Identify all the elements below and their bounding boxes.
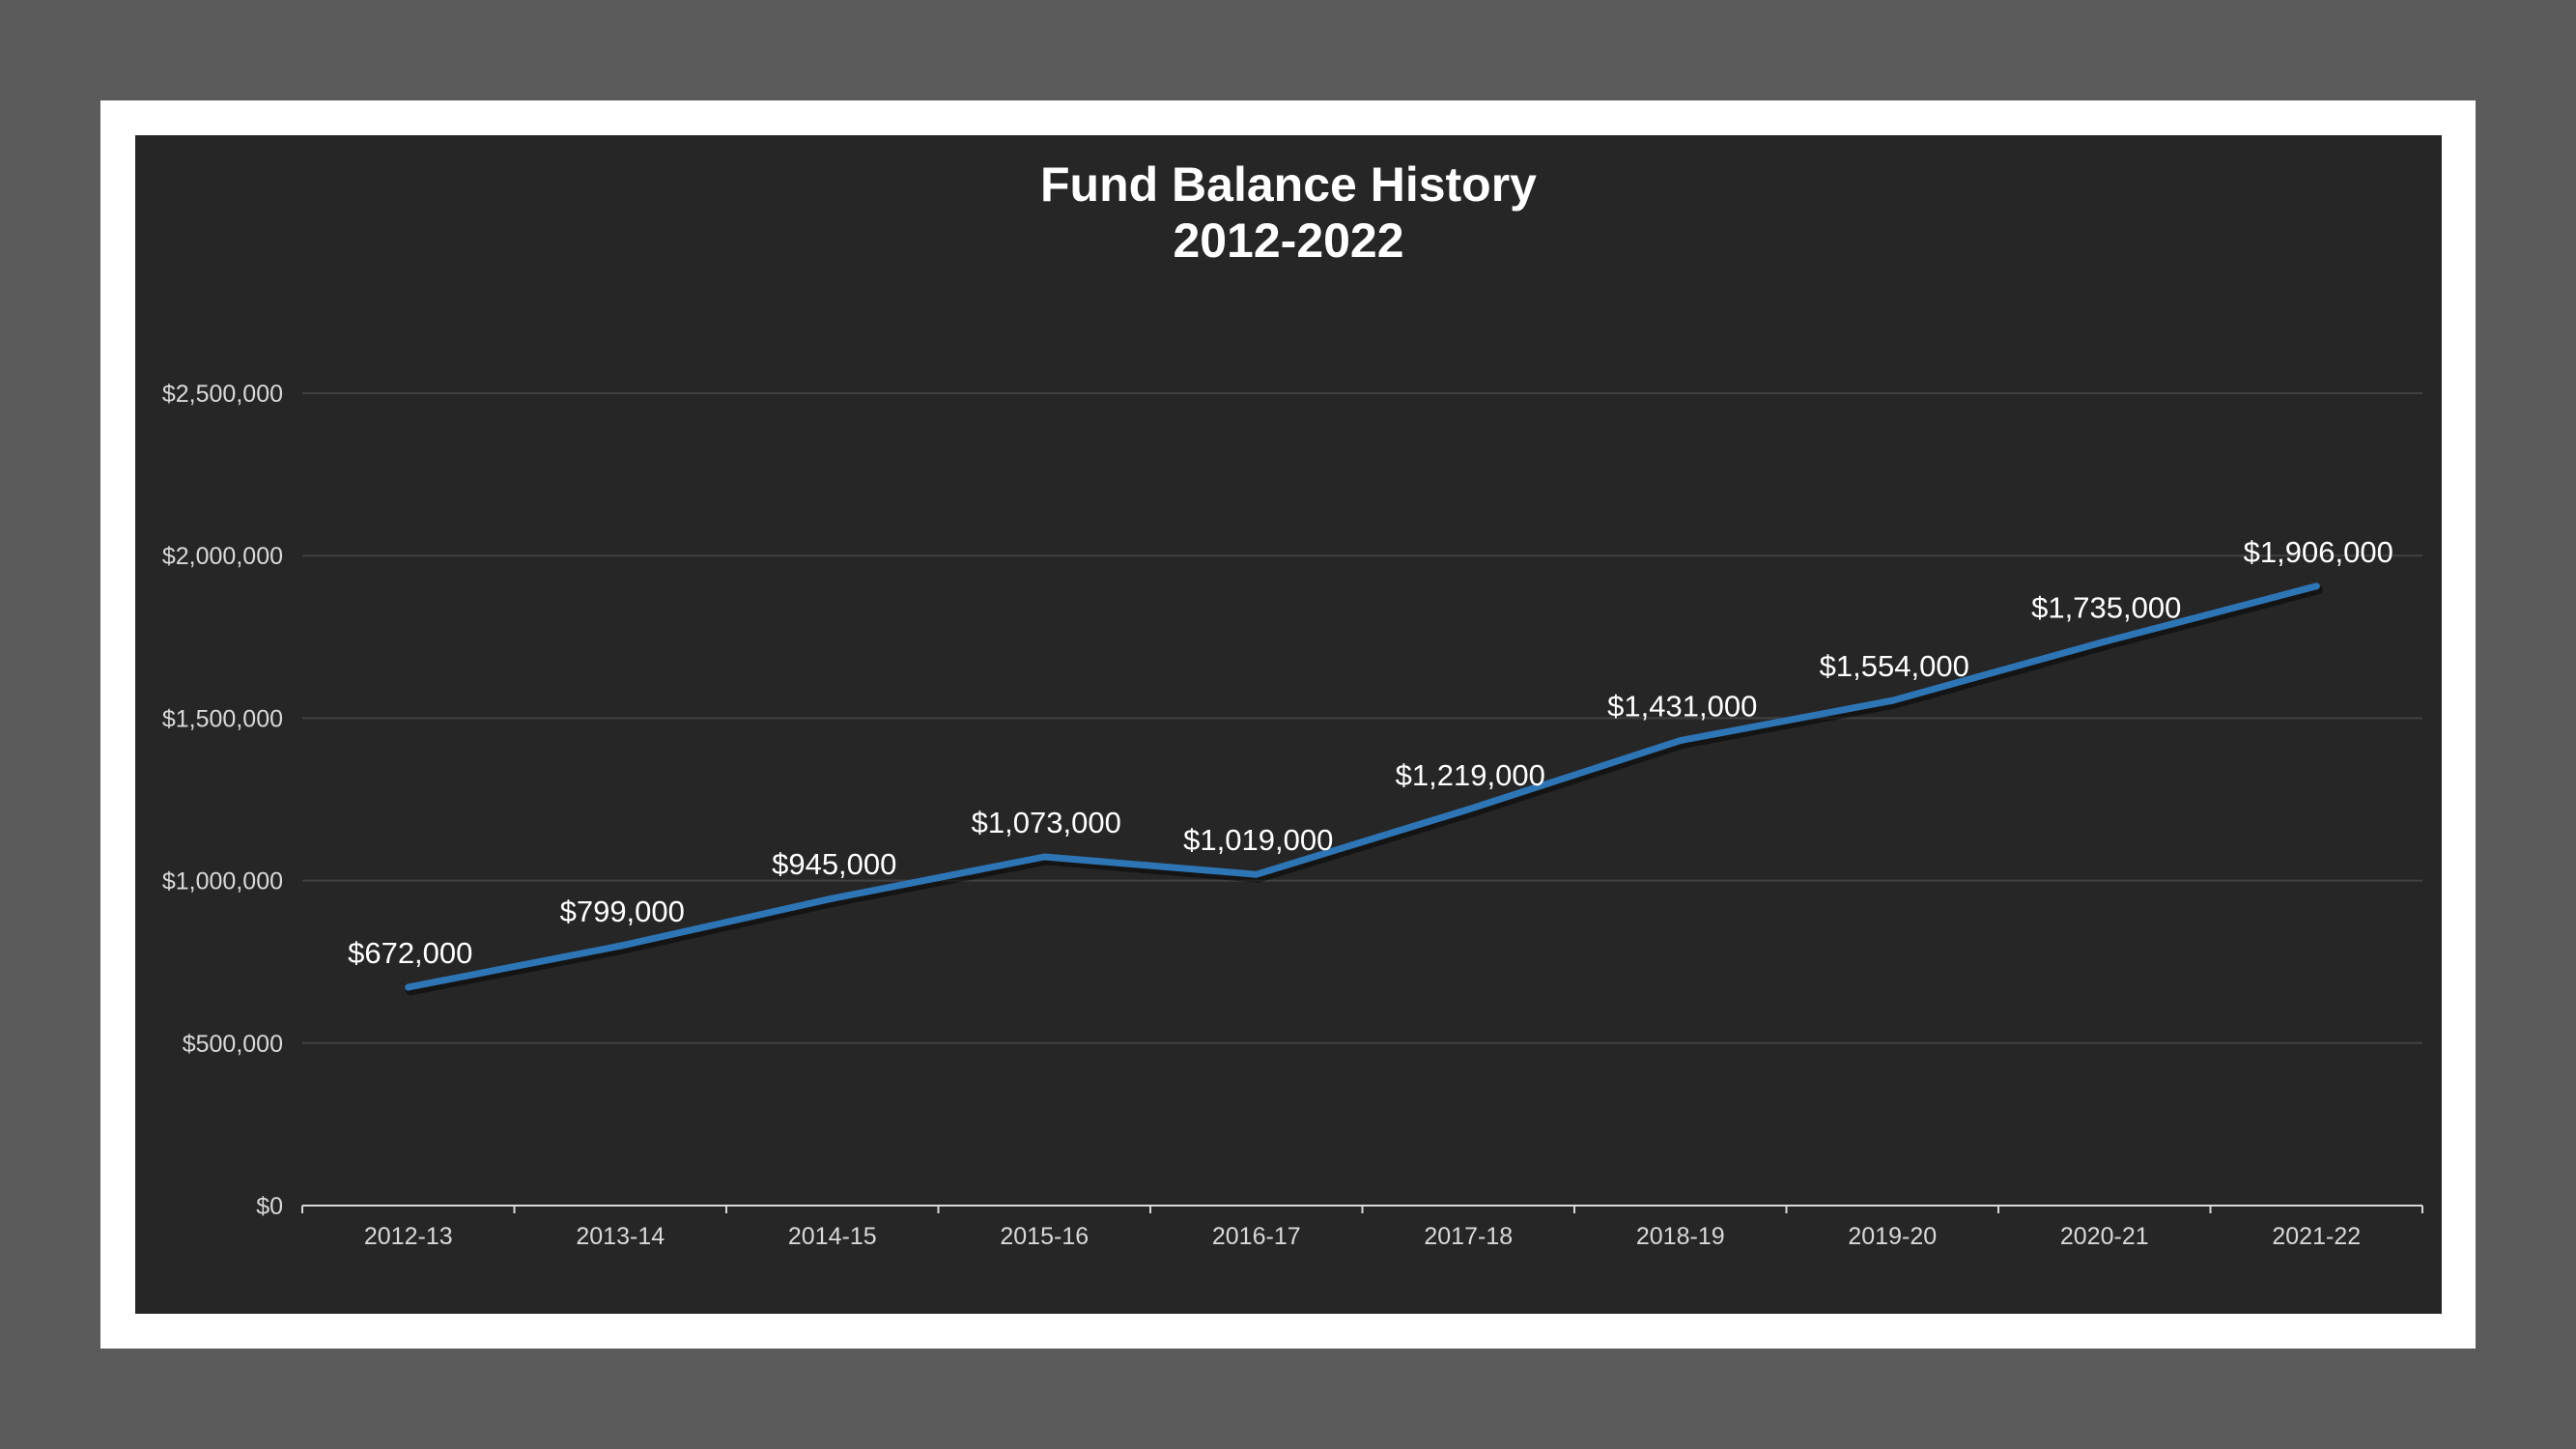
x-tick-label: 2019-20 xyxy=(1848,1223,1937,1250)
y-tick-label: $0 xyxy=(256,1193,283,1220)
data-labels: $672,000 $799,000 $945,000 $1,073,000 $1,019… xyxy=(348,535,2393,970)
x-tick-label: 2015-16 xyxy=(1000,1223,1089,1250)
data-label: $1,431,000 xyxy=(1607,690,1757,724)
gridlines xyxy=(302,392,2422,1044)
chart-panel: $0 $500,000 $1,000,000 $1,500,000 $2,000,000… xyxy=(135,135,2442,1314)
data-label: $1,554,000 xyxy=(1820,649,1969,683)
data-point xyxy=(829,895,836,902)
x-tick-label: 2018-19 xyxy=(1636,1223,1725,1250)
series-lines xyxy=(405,582,2323,996)
data-label: $1,019,000 xyxy=(1183,823,1333,857)
line-chart: $0 $500,000 $1,000,000 $1,500,000 $2,000,000… xyxy=(162,381,2423,1250)
data-point xyxy=(1464,806,1472,813)
data-label: $1,219,000 xyxy=(1396,758,1545,792)
y-tick-label: $500,000 xyxy=(183,1031,283,1058)
data-point xyxy=(405,983,412,991)
chart-title: Fund Balance History 2012-2022 xyxy=(135,156,2442,269)
x-axis xyxy=(301,1205,2423,1213)
x-tick-label: 2020-21 xyxy=(2060,1223,2149,1250)
data-point xyxy=(1040,853,1048,861)
data-point xyxy=(1888,696,1896,704)
data-label: $1,735,000 xyxy=(2031,590,2181,624)
data-label: $1,906,000 xyxy=(2244,535,2393,569)
y-tick-label: $2,000,000 xyxy=(162,543,283,570)
x-tick-label: 2013-14 xyxy=(576,1223,665,1250)
data-label: $799,000 xyxy=(560,895,685,928)
data-label: $945,000 xyxy=(772,847,896,881)
x-tick-label: 2012-13 xyxy=(364,1223,453,1250)
chart-title-line-1: Fund Balance History xyxy=(1040,157,1537,212)
data-point xyxy=(2101,638,2109,645)
x-tick-label: 2017-18 xyxy=(1424,1223,1513,1250)
data-point xyxy=(1253,870,1260,878)
chart-title-line-2: 2012-2022 xyxy=(1173,213,1404,268)
y-tick-label: $1,500,000 xyxy=(162,705,283,732)
data-point xyxy=(2312,582,2320,590)
y-tick-label: $1,000,000 xyxy=(162,868,283,895)
data-point xyxy=(616,942,624,950)
x-tick-label: 2021-22 xyxy=(2272,1223,2361,1250)
x-tick-label: 2014-15 xyxy=(788,1223,877,1250)
y-tick-label: $2,500,000 xyxy=(162,381,283,408)
data-label: $1,073,000 xyxy=(972,806,1121,839)
data-point xyxy=(1677,737,1684,745)
series-line-shadow xyxy=(406,585,2323,996)
y-axis-ticks: $0 $500,000 $1,000,000 $1,500,000 $2,000,000… xyxy=(162,381,283,1220)
series-line xyxy=(405,582,2320,991)
x-axis-ticks: 2012-13 2013-14 2014-15 2015-16 2016-17 2017-… xyxy=(364,1223,2361,1250)
data-label: $672,000 xyxy=(348,936,472,970)
x-tick-label: 2016-17 xyxy=(1212,1223,1301,1250)
